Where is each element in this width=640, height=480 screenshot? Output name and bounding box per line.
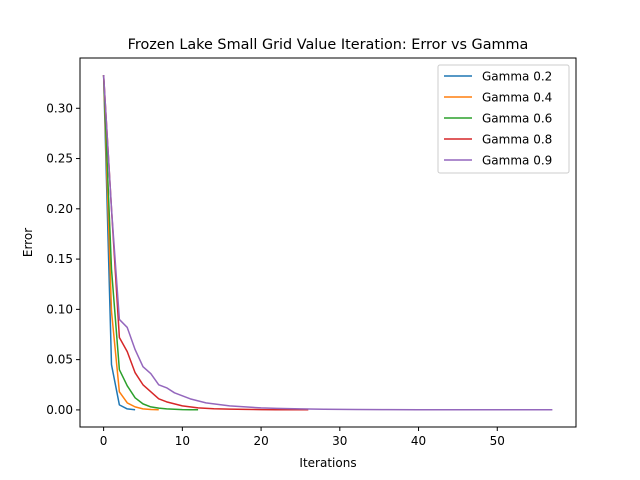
chart-title: Frozen Lake Small Grid Value Iteration: … bbox=[128, 37, 529, 53]
y-tick-label: 0.20 bbox=[46, 202, 73, 216]
series-line-gamma-0-8 bbox=[102, 75, 309, 411]
x-tick-label: 0 bbox=[100, 434, 108, 448]
series-line-gamma-0-4 bbox=[102, 75, 159, 411]
y-tick-label: 0.30 bbox=[46, 101, 73, 115]
legend-label-gamma-0-6: Gamma 0.6 bbox=[482, 112, 552, 126]
plot-frame bbox=[79, 57, 577, 428]
legend-label-gamma-0-9: Gamma 0.9 bbox=[482, 154, 552, 168]
legend-label-gamma-0-2: Gamma 0.2 bbox=[482, 70, 552, 84]
y-axis-title: Error bbox=[21, 228, 35, 257]
series-line-gamma-0-2 bbox=[102, 75, 136, 411]
x-tick-label: 40 bbox=[411, 434, 426, 448]
y-tick-label: 0.25 bbox=[46, 152, 73, 166]
y-tick-label: 0.15 bbox=[46, 252, 73, 266]
legend-label-gamma-0-4: Gamma 0.4 bbox=[482, 91, 552, 105]
x-tick-label: 50 bbox=[490, 434, 505, 448]
legend: Gamma 0.2 Gamma 0.4 Gamma 0.6 Gamma 0.8 Gamm… bbox=[437, 64, 570, 174]
x-tick-label: 20 bbox=[253, 434, 268, 448]
x-tick-label: 10 bbox=[175, 434, 190, 448]
x-axis-title: Iterations bbox=[299, 456, 356, 470]
x-tick-label: 30 bbox=[332, 434, 347, 448]
y-tick-label: 0.00 bbox=[46, 403, 73, 417]
series-line-gamma-0-9 bbox=[102, 75, 553, 411]
legend-frame bbox=[437, 64, 570, 174]
axis-ticks: 0 10 20 30 40 50 0.00 0.05 0.10 0.15 0.20 0.25 0.30 bbox=[46, 101, 505, 448]
legend-label-gamma-0-8: Gamma 0.8 bbox=[482, 133, 552, 147]
series-line-gamma-0-6 bbox=[102, 75, 199, 411]
plot-lines bbox=[102, 75, 553, 411]
y-tick-label: 0.10 bbox=[46, 302, 73, 316]
y-tick-label: 0.05 bbox=[46, 353, 73, 367]
